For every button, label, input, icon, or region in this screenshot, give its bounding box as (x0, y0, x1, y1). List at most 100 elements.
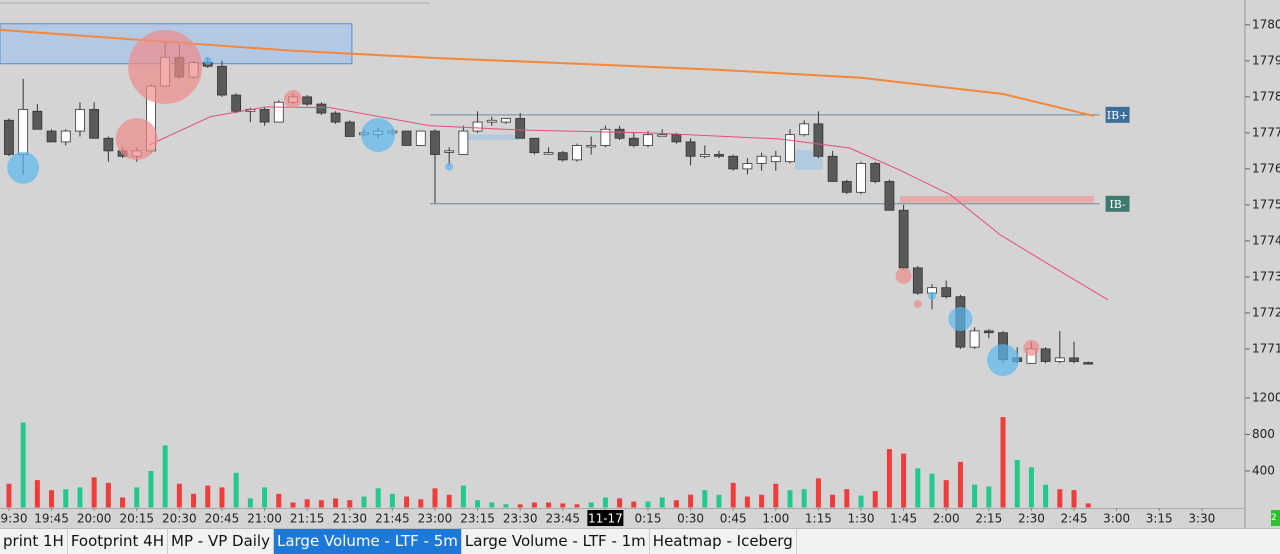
x-tick-label: 20:45 (205, 512, 240, 526)
volume-bar (886, 449, 892, 508)
candle-body (557, 152, 568, 161)
y-tick-label: 1778. (1252, 89, 1280, 103)
candle-body (486, 119, 497, 123)
volume-bar (475, 500, 481, 508)
volume-bar (844, 489, 850, 508)
volume-bar (162, 445, 168, 508)
volume-bar (489, 502, 495, 508)
volume-bar (389, 493, 395, 508)
candle-body (259, 109, 270, 123)
y-tick-label: 1771. (1252, 341, 1280, 355)
volume-bar (574, 504, 580, 508)
y-tick-label: 1775. (1252, 197, 1280, 211)
candle-body (46, 130, 57, 143)
volume-bar (333, 498, 339, 508)
volume-bar (901, 453, 907, 508)
zone (466, 134, 521, 141)
volume-bar (531, 502, 537, 508)
volume-bar (460, 485, 466, 508)
candle-body (628, 137, 639, 146)
volume-bar (673, 500, 679, 508)
volume-bubble (283, 90, 302, 109)
candle-body (1069, 357, 1079, 362)
tab[interactable]: Large Volume - LTF - 5m (273, 529, 462, 554)
candle-body (32, 110, 43, 130)
volume-bubble (128, 29, 203, 104)
volume-bar (247, 498, 253, 508)
y-tick-label: 1772. (1252, 305, 1280, 319)
candle-body (515, 118, 526, 139)
x-tick-label: 1:45 (890, 512, 917, 526)
tab[interactable]: MP - VP Daily (168, 529, 274, 554)
y-tick-label: 800 (1252, 427, 1275, 441)
tab-bar: print 1H Footprint 4H MP - VP Daily Large V… (0, 528, 1280, 554)
volume-bar (716, 494, 722, 508)
volume-bar (148, 470, 154, 508)
candle-body (231, 94, 242, 112)
volume-bar (219, 487, 225, 508)
y-tick-label: 1777. (1252, 125, 1280, 139)
candle-body (4, 119, 14, 155)
candle-body (543, 152, 554, 155)
candle-body (529, 137, 540, 154)
volume-bubble (203, 56, 212, 65)
tab[interactable]: Footprint 4H (68, 529, 169, 554)
volume-bubble (913, 299, 922, 308)
volume-bubble (928, 291, 937, 300)
candle-body (714, 154, 724, 157)
candle-body (586, 145, 597, 148)
candle-body (898, 209, 909, 269)
x-tick-label: 2:45 (1061, 512, 1088, 526)
x-tick-label: 21:00 (247, 512, 282, 526)
volume-bubble (948, 307, 973, 332)
y-tick-label: 1774. (1252, 233, 1280, 247)
candle-body (827, 155, 838, 182)
y-tick-label: 1773. (1252, 269, 1280, 283)
volume-bar (91, 477, 97, 508)
x-tick-label: 2:00 (933, 512, 960, 526)
volume-bar (404, 496, 410, 508)
x-tick-label: 21:30 (332, 512, 367, 526)
status-badge: 2 (1271, 510, 1280, 526)
tab[interactable]: print 1H (0, 529, 68, 554)
volume-bar (1057, 489, 1063, 508)
moving-average (149, 106, 1109, 301)
volume-bar (49, 490, 55, 508)
x-tick-label: 23:00 (418, 512, 453, 526)
x-tick-label: 23:30 (503, 512, 538, 526)
volume-bar (176, 483, 182, 508)
volume-bar (1085, 503, 1091, 508)
x-tick-label: 1:30 (848, 512, 875, 526)
x-tick-label: 3:15 (1146, 512, 1173, 526)
candle-body (430, 130, 440, 155)
candle-body (444, 150, 455, 153)
volume-bar (943, 480, 949, 508)
volume-bar (77, 487, 83, 508)
volume-bar (1071, 490, 1077, 508)
volume-bar (205, 485, 211, 508)
ib-label: IB- (1109, 198, 1126, 211)
candle-body (785, 134, 795, 163)
candle-body (89, 109, 100, 139)
candle-body (969, 330, 980, 348)
volume-bar (787, 490, 793, 508)
tab[interactable]: Large Volume - LTF - 1m (462, 529, 650, 554)
volume-bar (120, 497, 126, 508)
volume-bar (773, 483, 779, 508)
candle-body (685, 141, 696, 157)
candle-body (728, 155, 739, 170)
volume-bar (730, 482, 736, 508)
volume-bar (872, 491, 878, 508)
candle-body (330, 112, 341, 123)
volume-bar (290, 502, 296, 508)
volume-bar (602, 497, 608, 508)
volume-bar (347, 500, 353, 508)
x-tick-label: 2:30 (1018, 512, 1045, 526)
x-tick-label: 20:15 (119, 512, 154, 526)
y-tick-label: 1200 (1252, 390, 1280, 404)
y-tick-label: 400 (1252, 463, 1275, 477)
candle-body (657, 134, 668, 137)
tab[interactable]: Heatmap - Iceberg (650, 529, 797, 554)
volume-bar (659, 497, 665, 508)
x-tick-label: 20:30 (162, 512, 197, 526)
